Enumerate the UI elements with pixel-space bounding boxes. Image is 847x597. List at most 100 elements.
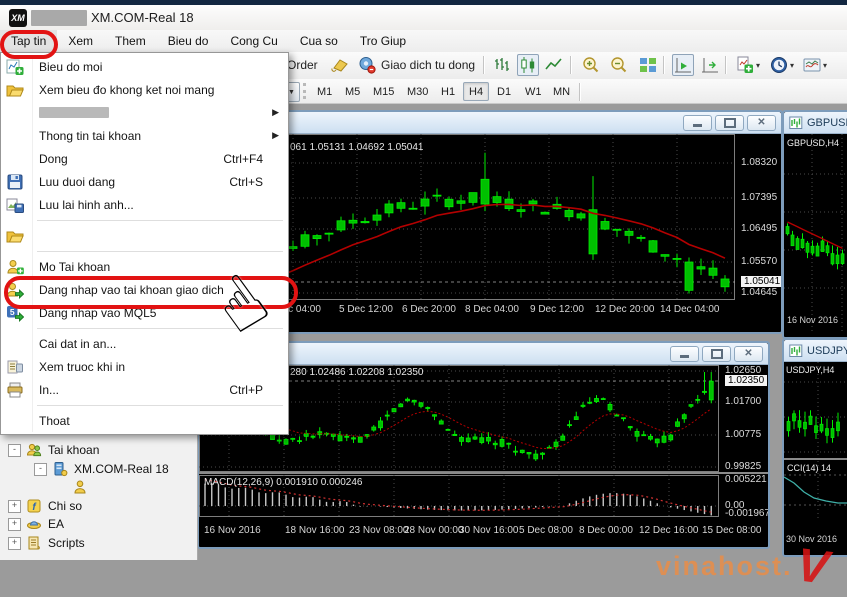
menu-item-label: Thong tin tai khoan: [39, 128, 142, 143]
add-indicator-icon[interactable]: [735, 55, 755, 75]
new-order-button[interactable]: Order: [287, 58, 318, 72]
menu-item-blank[interactable]: ▶: [1, 101, 288, 124]
menubar-item-bieu-do[interactable]: Bieu do: [167, 34, 209, 48]
candlestick-chart[interactable]: [784, 134, 847, 333]
cci-indicator-pane[interactable]: [784, 461, 847, 521]
expand-plus-icon[interactable]: +: [8, 518, 21, 531]
title-bar[interactable]: XM XM.COM-Real 18: [0, 5, 847, 31]
candles-icon[interactable]: [517, 54, 539, 76]
tile-windows-icon[interactable]: [638, 55, 658, 75]
chart-window-gbpusd[interactable]: GBPUSD,H4 GBPUSD,H4 16 Nov 2016: [782, 110, 847, 339]
scripts-icon: [26, 535, 42, 551]
periodicity-icon[interactable]: [769, 55, 789, 75]
dropdown-caret-icon[interactable]: ▾: [790, 61, 795, 70]
menu-item-thong-tin-tai-khoan[interactable]: Thong tin tai khoan ▶: [1, 124, 288, 147]
candlestick-chart[interactable]: [784, 362, 847, 458]
chart-window-titlebar[interactable]: GBPUSD,H4: [784, 112, 847, 134]
file-menu-dropdown: Bieu do moi Xem bieu đo khong ket noi man…: [0, 52, 289, 435]
redacted-menu-label: [39, 107, 109, 118]
navigator-item-tai-khoan[interactable]: - Tai khoan: [0, 441, 197, 459]
navigator-item-label: Scripts: [48, 535, 85, 550]
timeframe-button-m30[interactable]: M30: [407, 85, 429, 98]
menu-item-label: Luu duoi dang: [39, 174, 116, 189]
collapse-minus-icon[interactable]: -: [34, 462, 47, 476]
restore-button[interactable]: [715, 114, 744, 131]
template-icon[interactable]: [802, 55, 822, 75]
chart-window-titlebar[interactable]: ✕: [199, 343, 768, 365]
zoom-out-icon[interactable]: [609, 55, 629, 75]
menubar-item-cua-so[interactable]: Cua so: [299, 34, 338, 48]
restore-button[interactable]: [702, 345, 731, 362]
lasso-icon[interactable]: [330, 55, 350, 75]
folder-open-icon: [6, 227, 24, 245]
highlight-oval-login: [4, 276, 298, 309]
menu-item-xem-truoc-khi-in[interactable]: Xem truoc khi in: [1, 355, 288, 378]
minimize-button[interactable]: [683, 114, 712, 131]
time-axis-label: 18 Nov 16:00: [285, 525, 345, 536]
collapse-minus-icon[interactable]: -: [8, 444, 21, 457]
close-icon[interactable]: ✕: [747, 114, 776, 131]
expand-plus-icon[interactable]: +: [8, 499, 21, 513]
time-axis-label: 2 Dec 04:00: [267, 304, 321, 315]
menu-item-xem-bieu-o-khong-ket-noi-mang[interactable]: Xem bieu đo khong ket noi mang: [1, 78, 288, 101]
timeframe-button-h4[interactable]: H4: [463, 82, 490, 101]
line-chart-icon[interactable]: [544, 55, 564, 75]
navigator-item-account-number[interactable]: [0, 478, 197, 496]
price-scale-label: 1.04645: [741, 287, 778, 298]
minimize-button[interactable]: [670, 345, 699, 362]
macd-label: MACD(12,26,9) 0.001910 0.000246: [204, 477, 363, 488]
pane-divider[interactable]: [199, 472, 768, 474]
chart-shift-icon[interactable]: [700, 55, 720, 75]
menu-item-mo-tai-khoan[interactable]: Mo Tai khoan: [1, 255, 288, 278]
menu-item-luu-lai-hinh-anh[interactable]: Luu lai hinh anh...: [1, 193, 288, 216]
macd-indicator-pane[interactable]: [199, 475, 719, 517]
menubar-item-them[interactable]: Them: [115, 34, 146, 48]
menubar-item-xem[interactable]: Xem: [68, 34, 94, 48]
menu-item-blank[interactable]: [1, 224, 288, 247]
toolbar-grip[interactable]: [303, 83, 309, 99]
expand-plus-icon[interactable]: +: [8, 536, 21, 550]
timeframe-button-mn[interactable]: MN: [553, 85, 571, 98]
menu-separator: [1, 247, 288, 255]
autotrading-button[interactable]: Giao dich tu dong: [381, 58, 476, 72]
navigator-item-chi-so[interactable]: + f Chi so: [0, 497, 197, 515]
navigator-item-ea[interactable]: + EA: [0, 515, 197, 533]
menu-item-luu-duoi-dang[interactable]: Luu duoi dang Ctrl+S: [1, 170, 288, 193]
timeframe-button-h1[interactable]: H1: [441, 85, 456, 98]
chart-canvas[interactable]: GBPUSD,H4 16 Nov 2016: [784, 134, 847, 333]
time-axis-label: 5 Dec 08:00: [519, 525, 573, 536]
chart-window-titlebar[interactable]: ✕: [199, 112, 781, 134]
dropdown-caret-icon[interactable]: ▾: [756, 61, 761, 70]
menu-item-label: Dang nhap vao MQL5: [39, 305, 157, 320]
time-axis-label: 28 Nov 00:00: [404, 525, 464, 536]
navigator-item-xm-com-real-18[interactable]: - XM.COM-Real 18: [0, 460, 197, 478]
toolbar-separator: [483, 56, 485, 74]
menu-item-bieu-do-moi[interactable]: Bieu do moi: [1, 55, 288, 78]
pane-divider[interactable]: [784, 458, 847, 460]
menubar-item-tro-giup[interactable]: Tro Giup: [359, 34, 407, 48]
menu-item-in[interactable]: In... Ctrl+P: [1, 378, 288, 401]
bar-chart-icon[interactable]: [492, 55, 512, 75]
timeframe-button-m1[interactable]: M1: [317, 85, 333, 98]
svg-text:f: f: [32, 502, 37, 513]
menubar-item-cong-cu[interactable]: Cong Cu: [230, 34, 278, 48]
chart-window-usdjpy[interactable]: USDJPY,H4 USDJPY,H4 CCI(14) 14 30 Nov 2016: [782, 338, 847, 557]
autotrading-icon[interactable]: [357, 55, 377, 75]
timeframe-button-d1[interactable]: D1: [497, 85, 512, 98]
autoscroll-icon[interactable]: [672, 54, 694, 76]
menu-item-dong[interactable]: Dong Ctrl+F4: [1, 147, 288, 170]
menu-item-cai-dat-in-an[interactable]: Cai dat in an...: [1, 332, 288, 355]
menu-item-dang-nhap-vao-mql5[interactable]: 5 Dang nhap vao MQL5: [1, 301, 288, 324]
close-icon[interactable]: ✕: [734, 345, 763, 362]
zoom-in-icon[interactable]: [581, 55, 601, 75]
menu-item-thoat[interactable]: Thoat: [1, 409, 288, 432]
dropdown-caret-icon[interactable]: ▾: [823, 61, 828, 70]
chart-canvas[interactable]: USDJPY,H4 CCI(14) 14 30 Nov 2016: [784, 362, 847, 551]
timeframe-button-m15[interactable]: M15: [373, 85, 395, 98]
price-scale-label: 1.06495: [741, 223, 778, 234]
chart-window-titlebar[interactable]: USDJPY,H4: [784, 340, 847, 362]
timeframe-button-m5[interactable]: M5: [345, 85, 361, 98]
navigator-item-scripts[interactable]: + Scripts: [0, 534, 197, 552]
timeframe-button-w1[interactable]: W1: [525, 85, 542, 98]
menu-icon-empty: [6, 127, 24, 145]
